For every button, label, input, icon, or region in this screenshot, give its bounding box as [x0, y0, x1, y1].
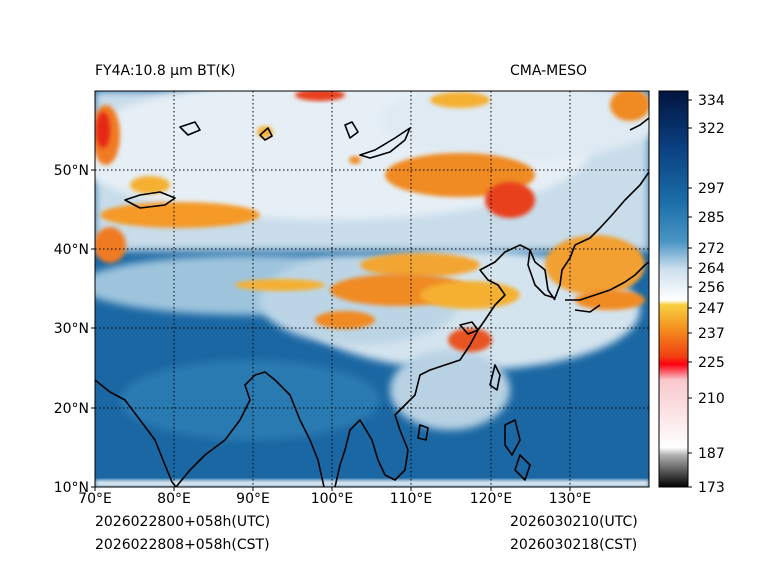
colorbar-gradient [659, 91, 688, 487]
lon-tick-label: 70°E [78, 491, 112, 507]
lon-tick-label: 80°E [157, 491, 191, 507]
colorbar-tick-label: 247 [698, 301, 725, 317]
colorbar: 334 322 297 285 272 264 256 247 237 225 … [658, 90, 725, 496]
init-time-cst: 2026022808+058h(CST) [95, 537, 270, 553]
lat-axis: 10°N 20°N 30°N 40°N 50°N [54, 163, 95, 496]
lat-tick-label: 30°N [54, 321, 89, 337]
lat-tick-label: 50°N [54, 163, 89, 179]
map-title-left: FY4A:10.8 μm BT(K) [95, 63, 236, 79]
colorbar-tick-label: 297 [698, 181, 725, 197]
lat-tick-label: 10°N [54, 480, 89, 496]
satellite-imagery [95, 91, 649, 487]
colorbar-frame [658, 90, 689, 488]
valid-time-utc: 2026030210(UTC) [510, 514, 638, 530]
lat-tick-label: 40°N [54, 242, 89, 258]
colorbar-tick-label: 237 [698, 326, 725, 342]
colorbar-tick-label: 272 [698, 241, 725, 257]
lon-tick-label: 130°E [549, 491, 592, 507]
colorbar-tick-label: 322 [698, 121, 725, 137]
colorbar-tick-label: 225 [698, 355, 725, 371]
graticule [95, 91, 649, 487]
colorbar-tick-label: 285 [698, 210, 725, 226]
lon-axis: 70°E 80°E 90°E 100°E 110°E 120°E 130°E [78, 487, 591, 507]
lat-tick-label: 20°N [54, 401, 89, 417]
valid-time-cst: 2026030218(CST) [510, 537, 638, 553]
lon-tick-label: 90°E [236, 491, 270, 507]
lon-tick-label: 110°E [390, 491, 433, 507]
map-frame [94, 90, 650, 488]
colorbar-tick-label: 334 [698, 93, 725, 109]
colorbar-tick-label: 173 [698, 480, 725, 496]
map-title-right: CMA-MESO [510, 63, 588, 79]
colorbar-tick-label: 187 [698, 446, 725, 462]
colorbar-tick-label: 256 [698, 280, 725, 296]
colorbar-tick-label: 210 [698, 391, 725, 407]
coastlines [95, 117, 649, 487]
colorbar-tick-label: 264 [698, 261, 725, 277]
lon-tick-label: 120°E [470, 491, 513, 507]
init-time-utc: 2026022800+058h(UTC) [95, 514, 271, 530]
lon-tick-label: 100°E [311, 491, 354, 507]
